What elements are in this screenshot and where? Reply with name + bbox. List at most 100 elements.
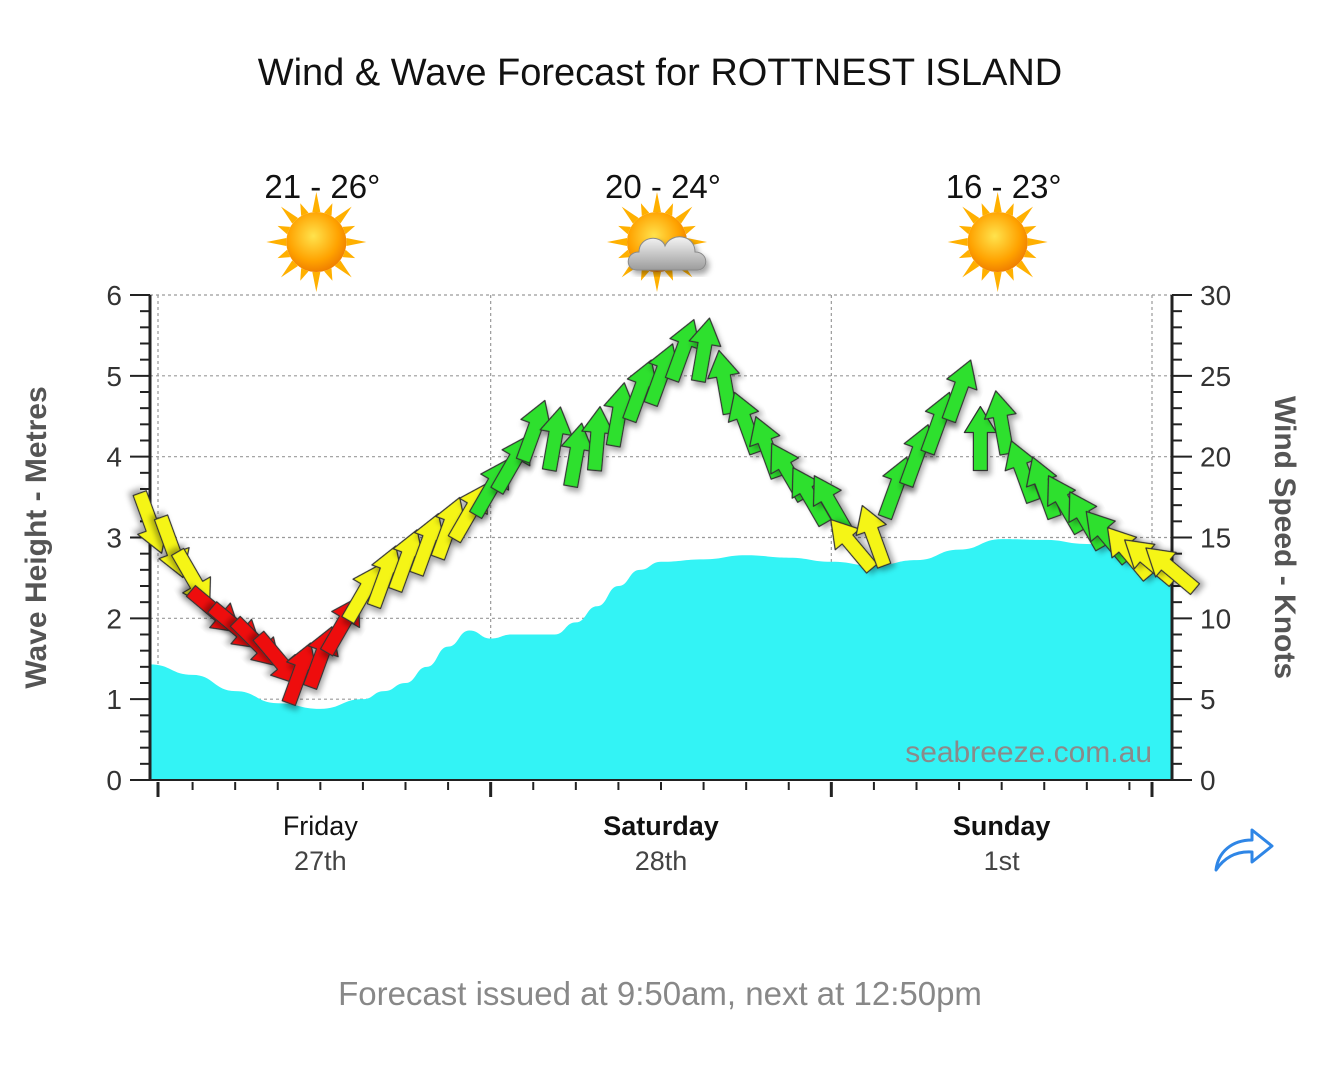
sun-ray <box>277 225 291 235</box>
right-tick-label: 5 <box>1200 684 1216 715</box>
sun-icon <box>266 192 367 292</box>
sun-ray <box>1016 206 1034 224</box>
sun-disc <box>286 212 347 272</box>
sun-icon <box>266 192 367 292</box>
wave-height-series <box>150 539 1172 780</box>
left-tick-label: 0 <box>106 765 122 796</box>
sun-disc <box>967 212 1028 272</box>
wind-arrow <box>941 359 978 424</box>
wind-arrow <box>983 390 1017 456</box>
right-tick-label: 15 <box>1200 523 1231 554</box>
left-tick-label: 2 <box>106 603 122 634</box>
wave-height-area <box>150 539 1172 780</box>
wind-arrow-shape <box>963 405 997 472</box>
sun-ray <box>277 249 291 259</box>
sun-ray <box>621 206 639 224</box>
sun-ray <box>324 203 333 216</box>
sun-ray <box>618 225 631 235</box>
wind-arrow-shape <box>1145 547 1201 596</box>
sun-ray <box>1005 268 1014 281</box>
sun-ray <box>1016 260 1034 278</box>
wind-arrow-shape <box>688 317 722 383</box>
left-tick-label: 3 <box>106 523 122 554</box>
day-date: 1st <box>984 846 1021 876</box>
sun-icon <box>947 192 1048 292</box>
sun-ray <box>640 268 650 281</box>
sun-cloud-icon <box>607 192 707 292</box>
sun-ray <box>1023 225 1037 235</box>
sun-ray <box>993 272 1002 292</box>
sun-ray <box>640 203 650 216</box>
sun-ray <box>958 249 972 259</box>
day-temperature: 20 - 24° <box>605 168 721 205</box>
day-column: 21 - 26° Friday 27th <box>264 168 380 876</box>
sun-icon <box>947 192 1048 292</box>
share-button[interactable] <box>1208 818 1280 878</box>
day-temperature: 16 - 23° <box>946 168 1062 205</box>
forecast-issued-note: Forecast issued at 9:50am, next at 12:50… <box>338 975 982 1012</box>
day-name: Sunday <box>953 811 1051 841</box>
wind-arrow-shape <box>983 390 1017 456</box>
sun-ray <box>962 260 980 278</box>
sun-ray <box>664 203 674 216</box>
forecast-chart: 0 1 2 3 4 5 6 0 5 10 15 20 25 30 Wave Height - Metres W… <box>20 168 1301 876</box>
sun-ray <box>1005 203 1014 216</box>
wind-arrow-shape <box>1047 475 1088 536</box>
sun-ray <box>1027 238 1048 246</box>
left-tick-label: 5 <box>106 361 122 392</box>
sun-ray <box>324 268 333 281</box>
sun-ray <box>1023 249 1037 259</box>
sun-ray <box>958 225 972 235</box>
right-tick-label: 10 <box>1200 603 1231 634</box>
sun-ray <box>334 260 352 278</box>
day-temperature: 21 - 26° <box>264 168 380 205</box>
sun-ray <box>334 206 352 224</box>
cloud-shape <box>627 236 707 271</box>
day-name: Saturday <box>603 811 719 841</box>
sun-ray <box>653 192 661 212</box>
left-tick-label: 6 <box>106 280 122 311</box>
right-tick-label: 20 <box>1200 442 1231 473</box>
sun-ray <box>342 225 356 235</box>
day-name: Friday <box>283 811 359 841</box>
wind-arrow <box>855 504 892 569</box>
left-axis-title: Wave Height - Metres <box>20 386 53 688</box>
chart-title: Wind & Wave Forecast for ROTTNEST ISLAND <box>257 52 1063 94</box>
day-date: 28th <box>635 846 688 876</box>
sun-ray <box>993 192 1002 212</box>
sun-ray <box>683 225 696 235</box>
wind-series <box>132 317 1201 707</box>
wind-arrow <box>688 317 722 383</box>
sun-ray <box>266 238 287 246</box>
wind-arrow <box>539 406 573 472</box>
axes: 0 1 2 3 4 5 6 0 5 10 15 20 25 30 Wave Height - Metres W… <box>20 280 1301 797</box>
day-column: 20 - 24° Saturday 28th <box>603 168 721 876</box>
sun-ray <box>664 268 674 281</box>
wind-arrow <box>963 405 997 472</box>
sun-ray <box>653 272 661 292</box>
day-headers: 21 - 26° Friday 27th 20 - 24° Saturday 28th 16… <box>264 168 1061 876</box>
sun-ray <box>312 192 321 212</box>
wind-arrow <box>1047 475 1088 536</box>
right-axis-title: Wind Speed - Knots <box>1268 396 1301 679</box>
left-tick-label: 1 <box>106 684 122 715</box>
sun-ray <box>962 206 980 224</box>
sun-ray <box>280 260 298 278</box>
right-tick-label: 30 <box>1200 280 1231 311</box>
share-arrow-icon <box>1214 828 1274 872</box>
sun-ray <box>947 238 968 246</box>
sun-ray <box>981 268 990 281</box>
sun-ray <box>607 238 627 246</box>
sun-ray <box>675 206 693 224</box>
day-column: 16 - 23° Sunday 1st <box>946 168 1062 876</box>
sun-ray <box>280 206 298 224</box>
day-date: 27th <box>294 846 347 876</box>
right-tick-label: 0 <box>1200 765 1216 796</box>
watermark: seabreeze.com.au <box>905 736 1152 769</box>
left-tick-label: 4 <box>106 442 122 473</box>
sun-ray <box>300 268 309 281</box>
sun-ray <box>981 203 990 216</box>
sun-ray <box>300 203 309 216</box>
sun-ray <box>618 249 631 259</box>
sun-ray <box>346 238 367 246</box>
